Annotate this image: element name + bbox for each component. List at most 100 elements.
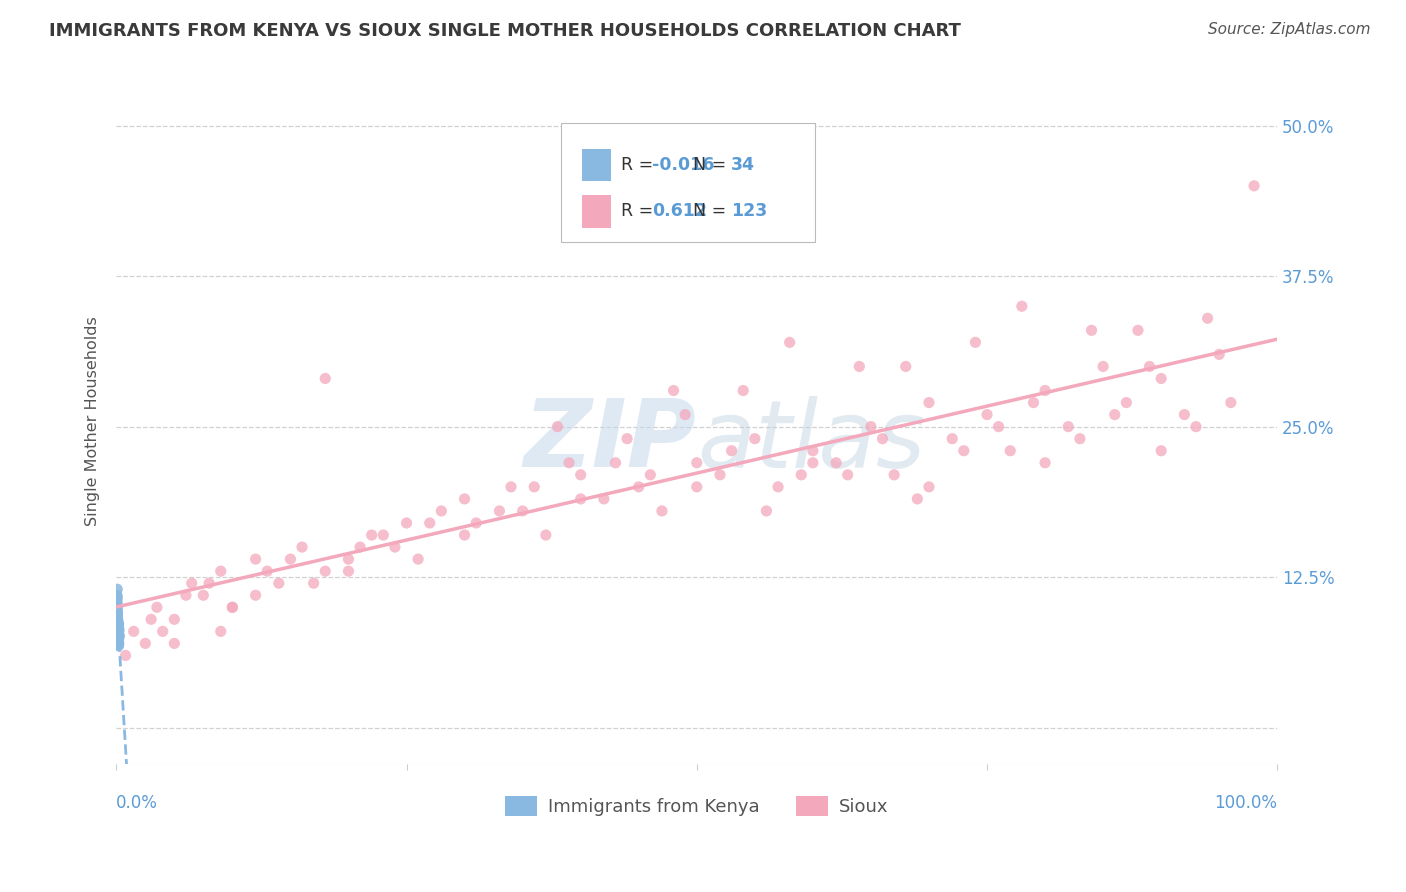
Point [733, 384, 755, 398]
Point [1092, 359, 1115, 374]
Point [825, 456, 848, 470]
Point [1243, 178, 1265, 193]
Point [744, 432, 766, 446]
Point [134, 636, 156, 650]
Point [245, 588, 267, 602]
Point [837, 467, 859, 482]
Point [406, 552, 429, 566]
Point [314, 371, 336, 385]
Point [105, 600, 128, 615]
Point [965, 335, 987, 350]
Point [1139, 359, 1161, 374]
Point [108, 631, 131, 645]
Text: 0.612: 0.612 [652, 202, 707, 220]
Point [105, 598, 128, 612]
Point [558, 456, 581, 470]
Point [337, 564, 360, 578]
Point [1011, 299, 1033, 313]
Point [107, 636, 129, 650]
Point [163, 636, 186, 650]
Point [107, 632, 129, 646]
Point [952, 443, 974, 458]
Point [314, 564, 336, 578]
Point [987, 419, 1010, 434]
Point [662, 384, 685, 398]
Point [1000, 443, 1022, 458]
Point [512, 504, 534, 518]
Point [848, 359, 870, 374]
Point [107, 632, 129, 647]
Point [105, 591, 128, 606]
Point [766, 480, 789, 494]
Point [905, 491, 928, 506]
Point [108, 629, 131, 643]
Point [883, 467, 905, 482]
Text: 34: 34 [731, 156, 755, 174]
Point [107, 610, 129, 624]
Y-axis label: Single Mother Households: Single Mother Households [86, 316, 100, 525]
Point [107, 624, 129, 639]
Point [105, 634, 128, 648]
Point [488, 504, 510, 518]
Point [430, 504, 453, 518]
Point [801, 443, 824, 458]
Text: N =: N = [693, 202, 731, 220]
Point [107, 621, 129, 635]
Point [280, 552, 302, 566]
Point [894, 359, 917, 374]
Point [755, 504, 778, 518]
Text: 100.0%: 100.0% [1215, 795, 1277, 813]
Point [122, 624, 145, 639]
Point [349, 540, 371, 554]
Point [569, 467, 592, 482]
Text: 123: 123 [731, 202, 768, 220]
Point [546, 419, 568, 434]
Point [673, 408, 696, 422]
Text: atlas: atlas [697, 396, 925, 487]
Point [627, 480, 650, 494]
Point [1115, 395, 1137, 409]
Point [384, 540, 406, 554]
Point [686, 480, 709, 494]
Point [523, 480, 546, 494]
Point [107, 617, 129, 632]
Point [221, 600, 243, 615]
Point [107, 608, 129, 623]
Point [419, 516, 441, 530]
Point [105, 582, 128, 597]
Point [107, 635, 129, 649]
Point [640, 467, 662, 482]
Point [198, 576, 221, 591]
Point [1057, 419, 1080, 434]
Point [1033, 456, 1056, 470]
Point [1150, 443, 1173, 458]
Point [107, 615, 129, 630]
Point [1033, 384, 1056, 398]
Point [146, 600, 169, 615]
Text: Source: ZipAtlas.com: Source: ZipAtlas.com [1208, 22, 1371, 37]
Point [499, 480, 522, 494]
Point [256, 564, 278, 578]
Point [291, 540, 314, 554]
Point [453, 491, 475, 506]
Point [267, 576, 290, 591]
Point [616, 432, 638, 446]
Point [373, 528, 395, 542]
Point [105, 607, 128, 621]
Point [453, 528, 475, 542]
Point [1173, 408, 1195, 422]
Point [790, 467, 813, 482]
Point [107, 615, 129, 629]
Point [686, 456, 709, 470]
Point [918, 395, 941, 409]
Point [114, 648, 136, 663]
Point [152, 624, 174, 639]
Point [1080, 323, 1102, 337]
Point [107, 618, 129, 632]
Point [534, 528, 557, 542]
Point [1185, 419, 1208, 434]
Point [337, 552, 360, 566]
Point [107, 638, 129, 652]
Point [302, 576, 325, 591]
Point [105, 594, 128, 608]
